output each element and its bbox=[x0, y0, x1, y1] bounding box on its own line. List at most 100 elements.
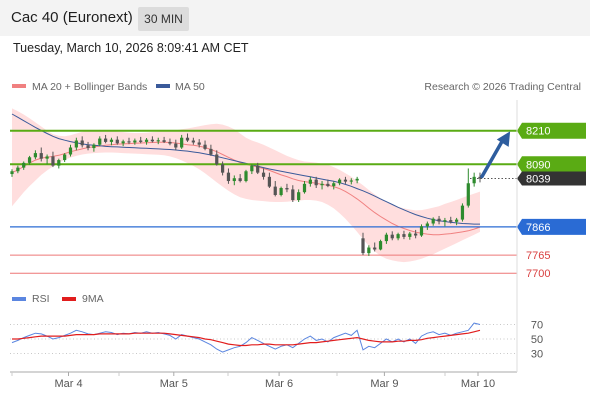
x-axis: Mar 4 Mar 5 Mar 6 Mar 9 Mar 10 bbox=[11, 372, 495, 390]
rsi-legend-label: RSI bbox=[32, 293, 50, 305]
x-tick-label: Mar 6 bbox=[265, 378, 293, 390]
candle bbox=[396, 232, 400, 241]
forecast-arrow bbox=[480, 131, 511, 179]
rsi-ma-line bbox=[12, 329, 481, 347]
arrow-shaft bbox=[480, 137, 505, 179]
candle bbox=[74, 137, 78, 151]
ma50-legend-label: MA 50 bbox=[175, 81, 205, 93]
candle bbox=[22, 161, 26, 170]
current-price-label: 8039 bbox=[526, 174, 550, 186]
candle bbox=[197, 139, 201, 148]
candle bbox=[443, 217, 447, 227]
research-credit: Research © 2026 Trading Central bbox=[424, 81, 581, 93]
candle bbox=[238, 174, 242, 183]
candle bbox=[314, 176, 318, 189]
candle bbox=[355, 176, 359, 184]
candle bbox=[261, 168, 266, 180]
candle bbox=[226, 168, 231, 184]
current-price-tag bbox=[517, 171, 586, 186]
candle bbox=[273, 181, 277, 197]
level-8210-tag bbox=[517, 122, 586, 139]
candle bbox=[16, 165, 20, 174]
candle bbox=[267, 172, 272, 189]
candle bbox=[220, 161, 225, 176]
candle bbox=[45, 154, 49, 165]
candle bbox=[373, 242, 377, 252]
level-8090-tag bbox=[517, 156, 586, 173]
candle bbox=[285, 183, 289, 193]
price-levels bbox=[10, 129, 517, 274]
candle bbox=[168, 138, 172, 146]
candle bbox=[174, 139, 178, 151]
level-7765-label: 7765 bbox=[526, 250, 550, 262]
candle bbox=[121, 139, 125, 147]
x-tick-label: Mar 9 bbox=[370, 378, 398, 390]
candle bbox=[408, 231, 412, 240]
candle bbox=[156, 137, 160, 145]
candle bbox=[291, 185, 295, 202]
candlesticks bbox=[10, 133, 482, 256]
arrow-head bbox=[496, 131, 511, 147]
candle bbox=[39, 147, 43, 162]
candle bbox=[63, 153, 67, 163]
candle bbox=[361, 232, 365, 256]
candle bbox=[437, 215, 441, 225]
candle bbox=[460, 203, 465, 222]
candle bbox=[478, 172, 482, 183]
candle bbox=[127, 137, 131, 145]
candle bbox=[27, 155, 32, 165]
candle bbox=[133, 138, 137, 145]
candle bbox=[402, 230, 406, 240]
level-7866-label: 7866 bbox=[526, 222, 550, 234]
candle bbox=[454, 217, 459, 226]
candle bbox=[256, 162, 260, 175]
rsi-ma-legend-swatch bbox=[62, 297, 76, 301]
level-7866-tag bbox=[517, 218, 586, 235]
candle bbox=[203, 140, 207, 151]
bollinger-band-area bbox=[12, 108, 480, 263]
candle bbox=[384, 232, 389, 244]
x-tick-label: Mar 10 bbox=[461, 378, 495, 390]
bollinger-legend-swatch bbox=[12, 84, 26, 88]
candle bbox=[297, 189, 301, 202]
candle bbox=[103, 134, 108, 144]
candle bbox=[337, 178, 342, 186]
candle bbox=[144, 138, 149, 145]
candle bbox=[466, 168, 470, 208]
ma50-legend-swatch bbox=[156, 84, 170, 88]
candle bbox=[320, 181, 324, 190]
candle bbox=[86, 141, 90, 151]
interval-button[interactable]: 30 MIN bbox=[138, 7, 189, 31]
x-tick-label: Mar 5 bbox=[160, 378, 188, 390]
candle bbox=[349, 178, 353, 185]
candle bbox=[332, 181, 336, 190]
chart-datetime: Tuesday, March 10, 2026 8:09:41 AM CET bbox=[13, 41, 249, 55]
candle bbox=[51, 151, 55, 168]
level-8090-label: 8090 bbox=[526, 159, 550, 171]
candle bbox=[449, 216, 453, 224]
rsi-tick-label: 30 bbox=[531, 349, 543, 361]
candle bbox=[180, 134, 184, 149]
level-7700-label: 7700 bbox=[526, 268, 550, 280]
rsi-ma-legend-label: 9MA bbox=[82, 293, 104, 305]
candle bbox=[250, 164, 254, 175]
candle bbox=[10, 169, 14, 177]
candle bbox=[92, 143, 96, 152]
candle bbox=[244, 169, 248, 183]
candle bbox=[139, 136, 143, 144]
level-8210-label: 8210 bbox=[526, 126, 550, 138]
candle bbox=[367, 245, 371, 256]
candle bbox=[302, 181, 307, 194]
candle bbox=[472, 172, 476, 187]
rsi-tick-label: 50 bbox=[531, 334, 543, 346]
candle bbox=[33, 150, 38, 160]
candle bbox=[390, 231, 394, 241]
candle bbox=[419, 224, 424, 237]
candle bbox=[57, 158, 61, 169]
candle bbox=[279, 186, 283, 197]
candle bbox=[232, 175, 236, 186]
candle bbox=[209, 144, 213, 156]
candle bbox=[215, 150, 219, 166]
candle bbox=[68, 144, 73, 157]
